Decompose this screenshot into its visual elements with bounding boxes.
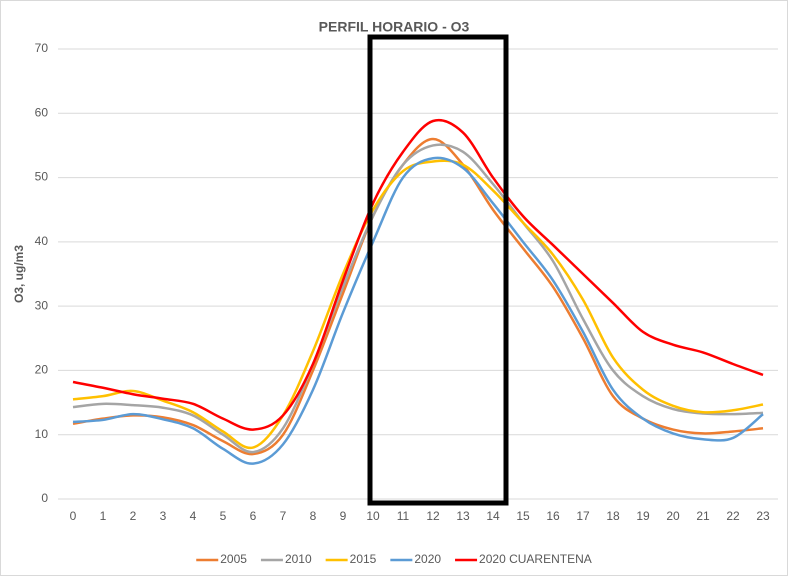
x-tick-label: 17 [576,509,590,523]
y-axis-label: O3, ug/m3 [12,245,26,303]
y-tick-label: 40 [35,234,49,248]
legend-label: 2020 CUARENTENA [479,552,592,566]
x-tick-label: 2 [130,509,137,523]
legend: 2005 2010 2015 2020 2020 CUARENTENA [196,552,592,566]
x-tick-label: 5 [220,509,227,523]
lines [72,118,764,465]
series-line [72,156,764,465]
y-tick-label: 0 [41,491,48,505]
y-tick-label: 60 [35,105,49,119]
x-tick-label: 4 [190,509,197,523]
y-tick-label: 10 [35,427,49,441]
x-tick-label: 22 [726,509,740,523]
legend-label: 2005 [220,552,247,566]
x-tick-label: 11 [397,509,410,523]
y-tick-label: 50 [35,170,49,184]
y-tick-label: 20 [35,363,49,377]
x-tick-label: 0 [70,509,77,523]
highlight-box [367,34,509,506]
x-tick-label: 21 [696,509,710,523]
chart-title: PERFIL HORARIO - O3 [319,19,470,35]
x-tick-label: 3 [160,509,167,523]
x-tick-label: 18 [606,509,620,523]
legend-label: 2015 [350,552,377,566]
x-tick-label: 16 [546,509,560,523]
x-tick-label: 12 [426,509,440,523]
legend-label: 2010 [285,552,312,566]
x-tick-label: 1 [100,509,107,523]
y-tick-label: 30 [35,298,49,312]
series-line [72,143,764,454]
x-tick-label: 13 [456,509,470,523]
x-tick-label: 9 [340,509,347,523]
legend-label: 2020 [414,552,441,566]
x-tick-label: 23 [756,509,770,523]
y-tick-label: 70 [35,41,49,55]
x-tick-label: 14 [486,509,500,523]
x-tick-label: 7 [280,509,287,523]
series-line [72,159,764,450]
x-tick-label: 15 [516,509,530,523]
x-tick-label: 8 [310,509,317,523]
series-line [72,118,764,431]
x-tick-label: 19 [636,509,650,523]
x-tick-label: 6 [250,509,257,523]
x-tick-label: 20 [666,509,680,523]
x-tick-label: 10 [366,509,380,523]
